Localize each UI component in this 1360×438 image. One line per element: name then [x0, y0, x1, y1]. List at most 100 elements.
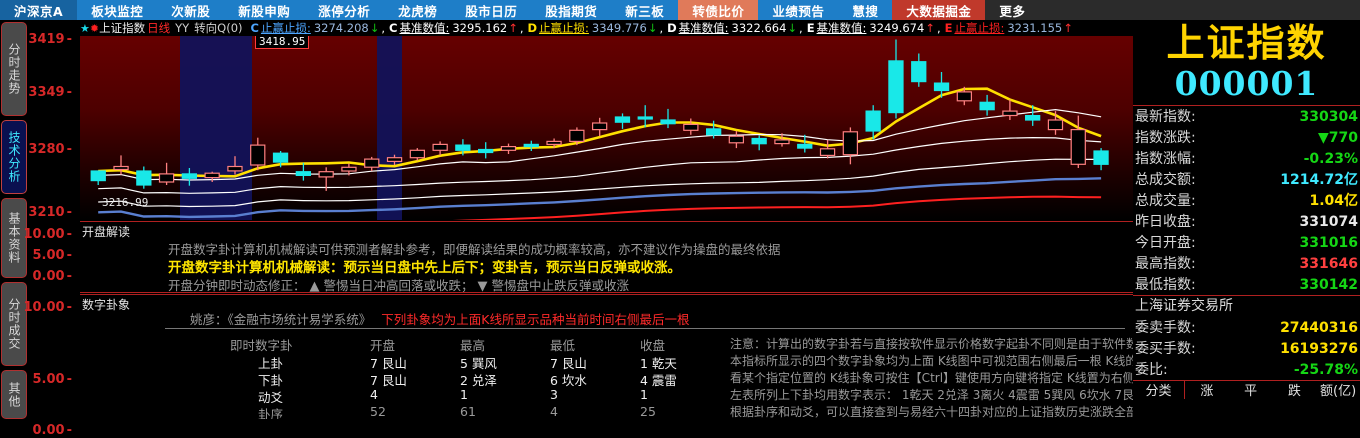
candlestick-chart[interactable]: 3418.95 3216.99	[80, 20, 1133, 220]
quote-row-right_panel.rows-8: 最低指数: 330142	[1133, 274, 1360, 295]
nav-item-1[interactable]: 板块监控	[77, 0, 158, 20]
candle-body-41	[1024, 114, 1041, 121]
panel-gua-title: 数字卦象	[82, 298, 131, 312]
sidebar-tab-0[interactable]: 分时走势	[1, 22, 27, 116]
open-tick-2: 0.00	[33, 269, 72, 284]
nav-item-8[interactable]: 新三板	[611, 0, 679, 20]
level-value-3: 3322.664	[731, 21, 787, 35]
sidebar-tab-4[interactable]: 其他	[1, 370, 27, 419]
quote-row-label: 昨日收盘:	[1135, 214, 1196, 230]
candle-body-18	[500, 145, 517, 151]
quote-row-right_panel.rows-3: 总成交额: 1214.72亿	[1133, 169, 1360, 190]
chart-indicator-name: YY	[175, 21, 190, 35]
panel-open-line2: 开盘数字卦计算机机械解读：预示当日盘中先上后下；变卦吉，预示当日反弹或收涨。	[168, 260, 681, 276]
level-sep-1: ,	[519, 21, 524, 35]
level-label-5: 止赢止损:	[954, 21, 1005, 35]
level-tag-3: D	[667, 21, 677, 35]
gua-cell-1-2: 6 坎水	[550, 373, 587, 388]
level-label-0: 止赢止损:	[260, 21, 311, 35]
main-chart-column: 3419 3349 3280 3210 10.00 5.00 0.00 10.00 5.00 0.…	[23, 20, 1133, 438]
nav-item-13[interactable]: 更多	[985, 0, 1040, 20]
nav-item-3[interactable]: 新股申购	[224, 0, 305, 20]
quote-code: 000001	[1174, 64, 1319, 103]
candle-body-0	[90, 170, 106, 182]
quote-row-label: 委买手数:	[1135, 341, 1196, 357]
quote-row-value: 27440316	[1280, 320, 1358, 336]
top-navigation-bar: 沪深京A 板块监控 次新股 新股申购 涨停分析 龙虎榜 股市日历 股指期货 新三板 转债比价 业绩预…	[0, 0, 1360, 20]
nav-item-2[interactable]: 次新股	[157, 0, 225, 20]
price-tick-2: 3280	[28, 142, 72, 157]
chart-svg	[90, 39, 1109, 220]
MA-white-1	[98, 108, 1102, 181]
quote-row-label: 指数涨幅:	[1135, 151, 1196, 167]
gua-note-4: 根据卦序和动爻，可以直接查到与易经六十四卦对应的上证指数历史涨跌全部统计数据	[730, 405, 1133, 419]
nav-item-7[interactable]: 股指期货	[531, 0, 612, 20]
summary-col-4: 额(亿)	[1320, 384, 1357, 399]
candle-body-40	[1002, 110, 1018, 117]
sidebar-tab-1[interactable]: 技术分析	[1, 120, 27, 194]
candle-body-39	[979, 101, 995, 111]
nav-item-10[interactable]: 业绩预告	[758, 0, 839, 20]
gua-cell-2-3: 1	[640, 387, 648, 402]
quote-row-right_panel.rows2-2: 委比: -25.78%	[1133, 359, 1360, 380]
chart-turn-label: 转向Q(0)	[194, 21, 243, 35]
candle-body-14	[409, 149, 425, 159]
candle-body-31	[797, 143, 813, 149]
nav-item-0[interactable]: 沪深京A	[0, 0, 78, 20]
gua-note-3: 左表所列上下卦均用数字表示： 1乾天 2兑泽 3离火 4震雷 5巽风 6坎水 7…	[730, 388, 1133, 402]
gua-cell-3-1: 61	[460, 404, 476, 419]
y-axis-labels: 3419 3349 3280 3210 10.00 5.00 0.00 10.00 5.00 0.…	[23, 20, 80, 438]
gua-note-0: 注意：计算出的数字卦若与直接按软件显示价格数字起卦不同则是由于软件数字小数处理所…	[730, 337, 1133, 351]
nav-item-12[interactable]: 大数据掘金	[892, 0, 986, 20]
open-tick-0: 10.00	[23, 227, 72, 242]
candle-body-6	[227, 165, 243, 172]
quote-row-right_panel.rows-6: 今日开盘: 331016	[1133, 232, 1360, 253]
gua-header-4: 收盘	[640, 338, 666, 353]
level-arrow-4: ↑	[925, 21, 935, 35]
gua-cell-0-2: 7 艮山	[550, 356, 587, 371]
candle-body-23	[614, 116, 631, 123]
nav-item-11[interactable]: 慧搜	[838, 0, 893, 20]
gua-cell-2-0: 4	[370, 387, 378, 402]
quote-row-right_panel.rows-5: 昨日收盘: 331074	[1133, 211, 1360, 232]
market-summary-header: 分类涨 平 跌 额(亿)	[1133, 380, 1360, 399]
gua-row-label-1: 下卦	[258, 373, 284, 388]
nav-item-9[interactable]: 转债比价	[678, 0, 759, 20]
MA-yellow	[98, 87, 1102, 178]
quote-row-value: 331016	[1299, 235, 1358, 251]
quote-row-value: -0.23%	[1303, 151, 1358, 167]
candle-body-29	[751, 137, 767, 145]
gua-divider	[165, 328, 1125, 329]
sidebar-tab-3[interactable]: 分时成交	[1, 282, 27, 366]
quote-row-value: 1.04亿	[1309, 193, 1358, 209]
level-value-5: 3231.155	[1007, 21, 1063, 35]
candle-body-34	[865, 110, 881, 132]
level-value-4: 3249.674	[869, 21, 925, 35]
level-tag-2: D	[527, 21, 538, 35]
candle-body-15	[432, 143, 448, 151]
gua-note-2: 看某个指定位置的 K线卦象可按住【Ctrl】键使用方向键将指定 K线置为右侧最后…	[730, 371, 1133, 385]
nav-item-6[interactable]: 股市日历	[451, 0, 532, 20]
level-arrow-1: ↑	[508, 21, 518, 35]
candle-body-19	[523, 143, 539, 148]
candle-body-22	[591, 122, 608, 131]
MA-blue	[98, 177, 1102, 219]
nav-filler	[1039, 0, 1360, 20]
gua-tick-2: 0.00	[33, 423, 72, 438]
chart-instrument-name: 上证指数	[99, 21, 146, 35]
quote-row-label: 总成交量:	[1135, 193, 1196, 209]
level-label-1: 基准数值:	[399, 21, 450, 35]
nav-item-4[interactable]: 涨停分析	[304, 0, 385, 20]
candle-body-30	[774, 139, 790, 145]
candle-body-37	[933, 82, 950, 92]
summary-col-0: 分类	[1133, 380, 1185, 399]
level-sep-3: ,	[799, 21, 803, 35]
level-arrow-0: ↓	[369, 21, 380, 35]
candle-body-44	[1093, 150, 1109, 165]
candle-body-33	[842, 131, 858, 156]
triangle-up-icon: ▲	[309, 279, 320, 293]
candle-body-20	[546, 140, 562, 146]
MA-white-3	[98, 158, 1102, 208]
level-label-2: 止赢止损:	[539, 21, 589, 35]
nav-item-5[interactable]: 龙虎榜	[384, 0, 452, 20]
